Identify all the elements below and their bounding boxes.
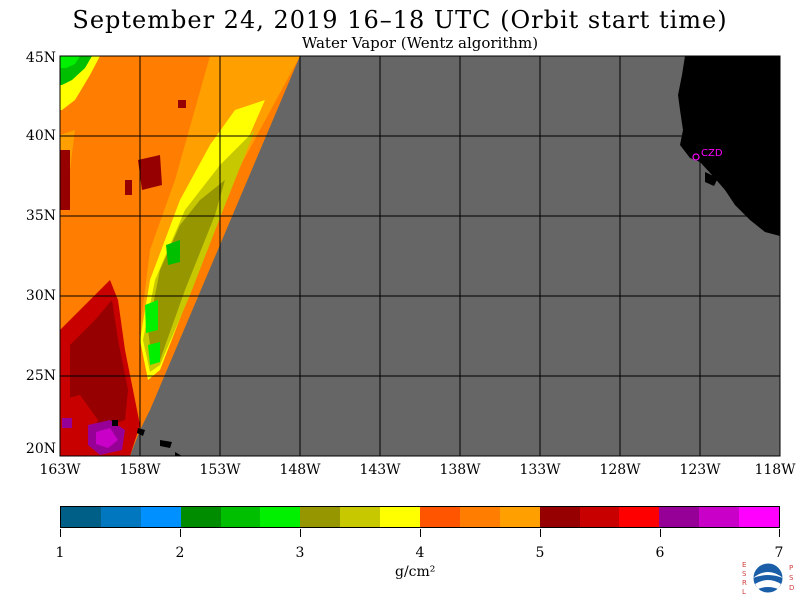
colorbar-tick-label: 5: [535, 545, 545, 561]
map-border: [59, 55, 781, 457]
colorbar-segment: [100, 507, 141, 527]
colorbar-segment: [140, 507, 181, 527]
lat-label: 30N: [25, 288, 56, 304]
colorbar-segment: [380, 507, 421, 527]
colorbar-segment: [739, 507, 780, 527]
colorbar-segment: [420, 507, 460, 527]
land-california: [678, 56, 780, 236]
colorbar-segment: [300, 507, 341, 527]
colorbar-tick-label: 2: [175, 545, 185, 561]
lon-label: 123W: [679, 462, 721, 478]
lon-label: 163W: [39, 462, 81, 478]
lon-label: 148W: [279, 462, 321, 478]
noaa-logo: E S R L P S D: [742, 561, 794, 596]
lon-label: 138W: [439, 462, 481, 478]
lat-label: 20N: [25, 441, 56, 457]
logo-left-letter: L: [742, 588, 746, 596]
page-subtitle: Water Vapor (Wentz algorithm): [301, 34, 539, 52]
colorbar-tickmark: [540, 529, 541, 537]
station-marker: [692, 153, 700, 161]
colorbar-segment: [61, 507, 101, 527]
colorbar-segment: [659, 507, 700, 527]
colorbar-tickmark: [180, 529, 181, 537]
lon-label: 128W: [599, 462, 641, 478]
colorbar-tickmark: [60, 529, 61, 537]
lon-label: 143W: [359, 462, 401, 478]
swath: [60, 56, 300, 456]
station-label: CZD: [701, 148, 723, 159]
colorbar-tick-label: 4: [415, 545, 425, 561]
colorbar-segment: [699, 507, 740, 527]
colorbar-segment: [180, 507, 221, 527]
colorbar-segment: [539, 507, 580, 527]
colorbar-segment: [619, 507, 660, 527]
colorbar-segment: [499, 507, 540, 527]
colorbar-segment: [260, 507, 301, 527]
logo-right-letter: D: [789, 584, 794, 592]
colorbar-tick-label: 3: [295, 545, 305, 561]
colorbar-tick-label: 1: [55, 545, 65, 561]
lon-label: 133W: [519, 462, 561, 478]
lat-label: 40N: [25, 128, 56, 144]
colorbar-segment: [579, 507, 620, 527]
lat-label: 25N: [25, 368, 56, 384]
logo-left-letter: E: [742, 561, 746, 569]
colorbar-segment: [459, 507, 500, 527]
page-title: September 24, 2019 16–18 UTC (Orbit star…: [72, 6, 728, 34]
colorbar-units: g/cm²: [395, 564, 436, 580]
colorbar-tick-label: 7: [774, 545, 784, 561]
logo-left-letter: R: [742, 579, 747, 587]
colorbar-segment: [340, 507, 381, 527]
grid: [60, 56, 780, 456]
colorbar-tick-label: 6: [655, 545, 665, 561]
lat-label: 35N: [25, 208, 56, 224]
colorbar-segment: [220, 507, 261, 527]
lon-label: 118W: [754, 462, 796, 478]
colorbar-tickmark: [660, 529, 661, 537]
logo-right-letter: P: [789, 564, 793, 572]
logo-right-letter: S: [789, 574, 794, 582]
logo-left-letter: S: [742, 570, 747, 578]
colorbar-tickmark: [420, 529, 421, 537]
colorbar: [60, 506, 780, 528]
lon-label: 153W: [199, 462, 241, 478]
colorbar-tickmark: [300, 529, 301, 537]
lon-label: 158W: [119, 462, 161, 478]
lat-label: 45N: [25, 50, 56, 66]
colorbar-tickmark: [779, 529, 780, 537]
